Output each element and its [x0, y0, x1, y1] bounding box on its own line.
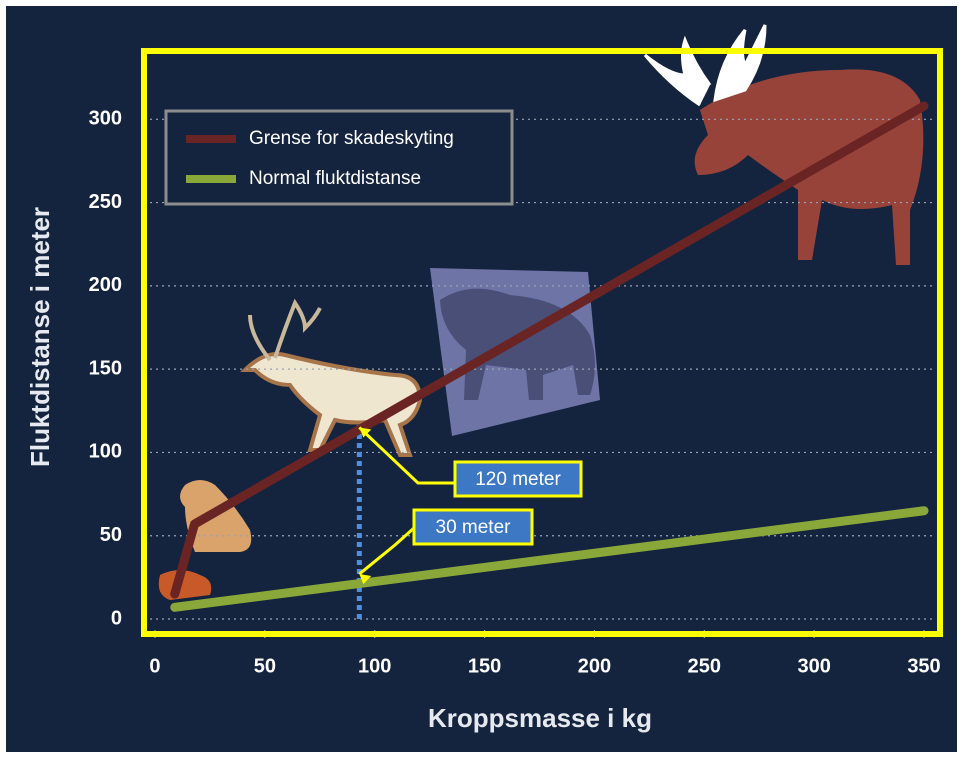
- y-tick-label: 300: [89, 108, 122, 130]
- x-tick-label: 150: [468, 655, 501, 677]
- x-tick-label: 0: [149, 655, 160, 677]
- x-tick-label: 50: [254, 655, 276, 677]
- annotation-label: 120 meter: [475, 469, 561, 490]
- x-tick-label: 250: [688, 655, 721, 677]
- y-tick-label: 0: [111, 607, 122, 629]
- annotation-label: 30 meter: [436, 517, 512, 538]
- legend-label: Grense for skadeskyting: [249, 128, 454, 149]
- y-tick-label: 200: [89, 274, 122, 296]
- y-tick-label: 50: [100, 524, 122, 546]
- y-tick-label: 250: [89, 191, 122, 213]
- y-tick-label: 100: [89, 441, 122, 463]
- y-axis-title: Fluktdistanse i meter: [25, 207, 55, 467]
- legend-box: [166, 111, 512, 204]
- y-tick-label: 150: [89, 357, 122, 379]
- legend-label: Normal fluktdistanse: [249, 168, 421, 189]
- x-tick-label: 350: [907, 655, 940, 677]
- x-tick-label: 200: [578, 655, 611, 677]
- chart: Kroppsmasse i kg Fluktdistanse i meter 0…: [0, 0, 963, 752]
- x-tick-label: 100: [358, 655, 391, 677]
- x-axis-title: Kroppsmasse i kg: [428, 703, 652, 733]
- x-tick-label: 300: [797, 655, 830, 677]
